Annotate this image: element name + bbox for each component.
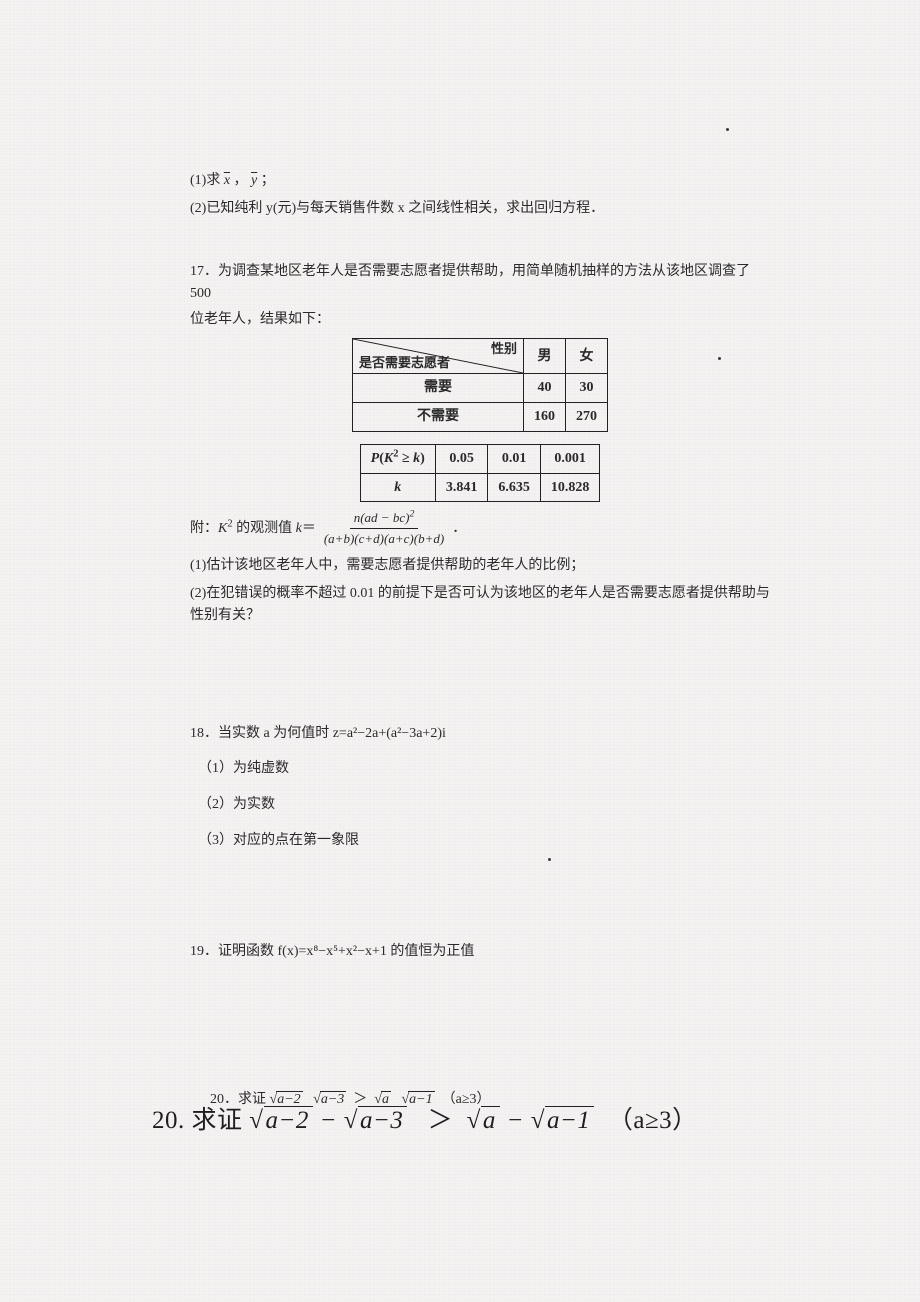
q16-1-prefix: (1)求 [190, 173, 220, 188]
sqrt-big-a-1: a−1 [531, 1107, 595, 1135]
q17-lead1: 17．为调查某地区老年人是否需要志愿者提供帮助，用简单随机抽样的方法从该地区调查… [190, 261, 770, 304]
q16-1-suffix: ； [261, 173, 275, 188]
q17-t1-bot: 是否需要志愿者 [359, 353, 450, 373]
q17-t2-h0: P(K2 ≥ k) [360, 444, 435, 473]
q17-sub1: (1)估计该地区老年人中，需要志愿者提供帮助的老年人的比例； [190, 555, 770, 577]
q17-table1-wrap: 性别 是否需要志愿者 男 女 需要 40 30 不需要 160 2 [190, 338, 770, 502]
q17-t2-h2: 0.01 [488, 444, 541, 473]
sqrt-big-a-2: a−2 [249, 1107, 313, 1135]
minus-1: − [320, 1107, 344, 1134]
q18-sub2: （2）为实数 [198, 794, 770, 816]
q17-t2-r0: k [360, 473, 435, 502]
q17-table1: 性别 是否需要志愿者 男 女 需要 40 30 不需要 160 2 [352, 338, 608, 431]
q20b-prefix: 20. 求证 [152, 1107, 243, 1134]
q16-part1: (1)求 x ， y ； [190, 170, 770, 192]
q17-t1-col0: 男 [524, 339, 566, 374]
q18: 18．当实数 a 为何值时 z=a²−2a+(a²−3a+2)i （1）为纯虚数… [190, 723, 770, 852]
q17-t2-r2: 6.635 [488, 473, 541, 502]
q17-t1-col1: 女 [566, 339, 608, 374]
q17-formula: 附：K2 的观测值 k＝ n(ad − bc)2 (a+b)(c+d)(a+c)… [190, 508, 770, 549]
q18-sub1: （1）为纯虚数 [198, 758, 770, 780]
q17-formula-label: 附：K2 的观测值 k＝ [190, 518, 316, 540]
q17-t1-diag: 性别 是否需要志愿者 [353, 339, 524, 374]
page: (1)求 x ， y ； (2)已知纯利 y(元)与每天销售件数 x 之间线性相… [0, 0, 920, 1302]
table-row: 性别 是否需要志愿者 男 女 [353, 339, 608, 374]
q16-ybar: y [251, 173, 257, 188]
q17: 17．为调查某地区老年人是否需要志愿者提供帮助，用简单随机抽样的方法从该地区调查… [190, 261, 770, 626]
table-row: k 3.841 6.635 10.828 [360, 473, 600, 502]
q17-t1-top: 性别 [491, 339, 517, 359]
q17-t1-r0-label: 需要 [353, 374, 524, 403]
q17-lead2: 位老年人，结果如下： [190, 309, 770, 331]
q17-t1-r0-v1: 30 [566, 374, 608, 403]
q16-part2: (2)已知纯利 y(元)与每天销售件数 x 之间线性相关，求出回归方程． [190, 198, 770, 220]
q17-fraction: n(ad − bc)2 (a+b)(c+d)(a+c)(b+d) [320, 508, 448, 549]
q20-large: 20. 求证 a−2 − a−3 ＞ a − a−1 （a≥3） [152, 1100, 698, 1136]
q17-t2-r3: 10.828 [540, 473, 600, 502]
sqrt-big-a-3: a−3 [344, 1107, 408, 1135]
table-row: 不需要 160 270 [353, 403, 608, 432]
q17-t1-r1-v0: 160 [524, 403, 566, 432]
q17-t2-h1: 0.05 [435, 444, 488, 473]
q18-sub3: （3）对应的点在第一象限 [198, 830, 770, 852]
table-row: P(K2 ≥ k) 0.05 0.01 0.001 [360, 444, 600, 473]
q19-lead: 19．证明函数 f(x)=x⁸−x⁵+x²−x+1 的值恒为正值 [190, 944, 474, 959]
q17-t1-r1-label: 不需要 [353, 403, 524, 432]
content-area: (1)求 x ， y ； (2)已知纯利 y(元)与每天销售件数 x 之间线性相… [190, 170, 770, 1111]
q18-lead: 18．当实数 a 为何值时 z=a²−2a+(a²−3a+2)i [190, 723, 770, 745]
sqrt-big-a: a [467, 1107, 500, 1135]
stray-dot-icon [718, 357, 721, 360]
q17-t1-r0-v0: 40 [524, 374, 566, 403]
q17-frac-num: n(ad − bc)2 [350, 508, 419, 529]
q19: 19．证明函数 f(x)=x⁸−x⁵+x²−x+1 的值恒为正值 [190, 941, 770, 963]
q17-t1-r1-v1: 270 [566, 403, 608, 432]
q16-sep: ， [234, 173, 248, 188]
minus-2: − [507, 1107, 531, 1134]
q16-xbar: x [224, 173, 230, 188]
q17-t2-r1: 3.841 [435, 473, 488, 502]
q17-sub2: (2)在犯错误的概率不超过 0.01 的前提下是否可认为该地区的老年人是否需要志… [190, 583, 770, 626]
table-row: 需要 40 30 [353, 374, 608, 403]
q17-table2: P(K2 ≥ k) 0.05 0.01 0.001 k 3.841 6.635 … [360, 444, 601, 502]
stray-dot-icon [726, 128, 729, 131]
q17-frac-den: (a+b)(c+d)(a+c)(b+d) [320, 529, 448, 549]
q17-formula-tail: ． [452, 518, 466, 540]
stray-dot-icon [548, 858, 551, 861]
q17-t2-h3: 0.001 [540, 444, 600, 473]
